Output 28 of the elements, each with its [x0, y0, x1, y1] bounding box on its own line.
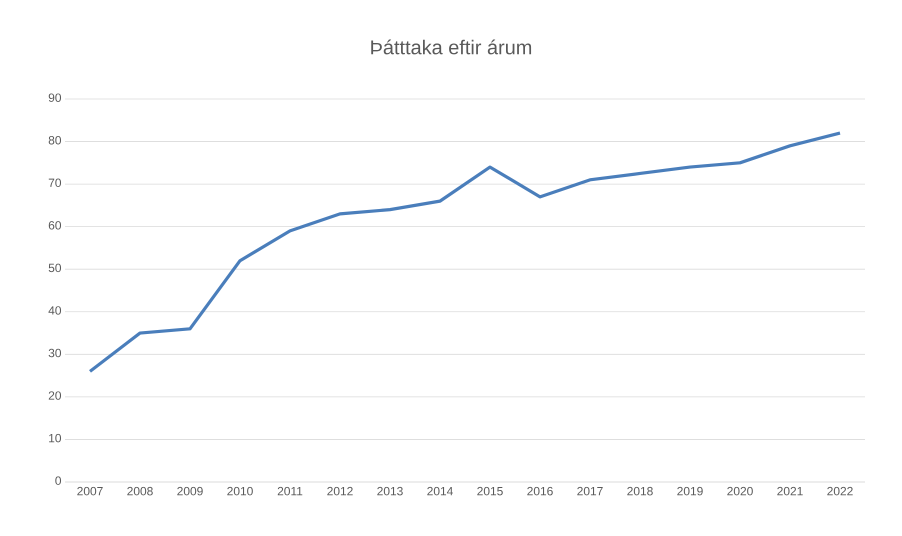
y-tick-label: 50: [48, 264, 62, 272]
chart-title: Þátttaka eftir árum: [371, 40, 532, 54]
x-tick-label: 2014: [427, 486, 453, 496]
y-tick-label: 40: [48, 306, 62, 315]
x-tick-label: 2016: [527, 486, 553, 496]
x-tick-label: 2013: [377, 486, 403, 496]
x-tick-label: 2007: [77, 486, 103, 496]
x-tick-label: 2022: [827, 486, 853, 496]
x-tick-label: 2021: [777, 486, 803, 496]
y-tick-label: 60: [48, 221, 62, 230]
x-tick-label: 2019: [677, 486, 703, 496]
y-tick-label: 20: [48, 391, 62, 400]
line-series: [88, 131, 842, 373]
x-tick-label: 2011: [278, 486, 302, 496]
x-tick-label: 2015: [477, 486, 503, 496]
x-tick-label: 2020: [727, 486, 753, 496]
y-tick-label: 0: [55, 476, 62, 485]
y-tick-label: 80: [48, 136, 62, 144]
x-tick-label: 2018: [627, 486, 653, 496]
y-tick-label: 10: [49, 434, 62, 442]
y-tick-label: 90: [48, 93, 62, 102]
x-tick-label: 2008: [127, 486, 153, 496]
x-tick-label: 2010: [227, 486, 253, 496]
x-tick-label: 2009: [177, 486, 203, 496]
y-tick-label: 30: [48, 348, 62, 358]
y-tick-label: 70: [48, 178, 62, 187]
x-tick-label: 2012: [327, 486, 353, 496]
x-tick-label: 2017: [577, 486, 603, 496]
